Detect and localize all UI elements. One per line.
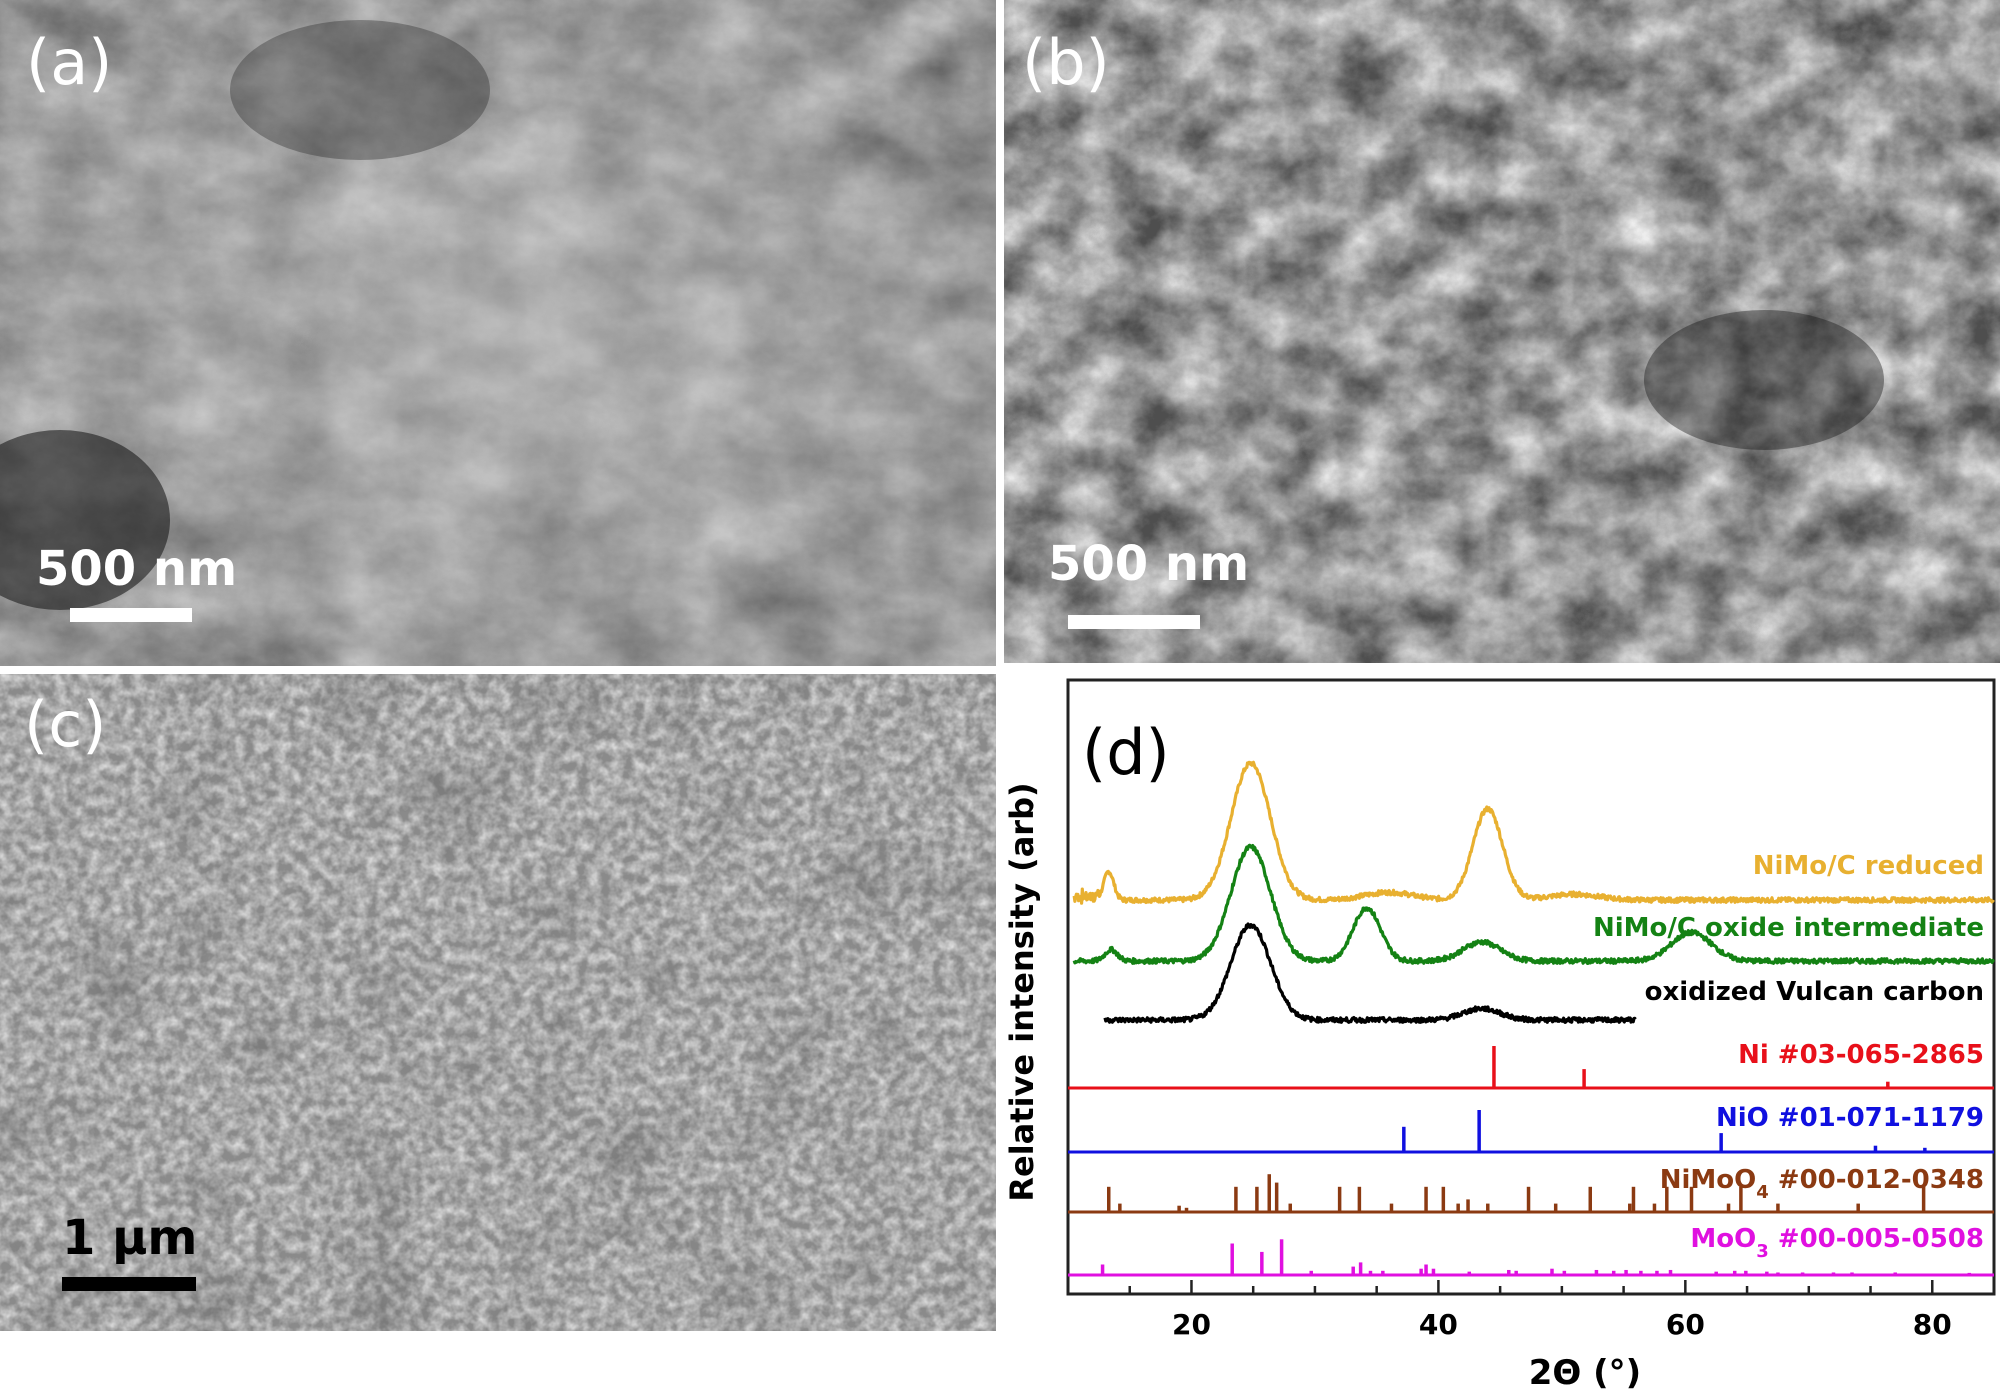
reference-pattern: NiMoO4 #00-012-0348 — [1068, 1165, 1994, 1214]
series-line — [1072, 760, 1995, 905]
reference-label: NiO #01-071-1179 — [1716, 1103, 1984, 1133]
x-axis-label: 2Θ (°) — [1529, 1353, 1641, 1392]
sem-panel-a: (a) 500 nm — [0, 0, 996, 666]
series-group: NiMo/C reduced — [1072, 760, 1995, 905]
scale-label-a: 500 nm — [36, 541, 238, 597]
panel-label-c: (c) — [24, 688, 107, 761]
series-group: NiMo/C oxide intermediate — [1072, 843, 1995, 965]
series-line — [1072, 843, 1995, 965]
x-tick-label: 80 — [1913, 1308, 1952, 1341]
sem-image-b — [1004, 0, 2000, 663]
scale-label-c: 1 μm — [62, 1210, 198, 1266]
series-label: NiMo/C oxide intermediate — [1593, 913, 1984, 943]
reference-pattern: Ni #03-065-2865 — [1068, 1040, 1994, 1090]
scale-label-b: 500 nm — [1048, 536, 1250, 592]
panel-label-b: (b) — [1022, 26, 1110, 99]
x-tick-label: 60 — [1666, 1308, 1705, 1341]
sem-image-a — [0, 0, 996, 666]
reference-label: Ni #03-065-2865 — [1738, 1040, 1984, 1070]
series-group: oxidized Vulcan carbon — [1103, 922, 1984, 1024]
scale-bar-a — [70, 608, 192, 622]
reference-label: MoO3 #00-005-0508 — [1690, 1224, 1984, 1262]
sem-panel-b: (b) 500 nm — [1004, 0, 2000, 663]
scale-bar-b — [1068, 615, 1200, 629]
series-line — [1103, 922, 1637, 1024]
sem-image-c — [0, 674, 996, 1331]
series-label: NiMo/C reduced — [1753, 851, 1984, 881]
xrd-panel-d: 20 40 60 80 Ni #03-065-2865 NiO #01-071-1179… — [1000, 674, 2000, 1392]
series-label: oxidized Vulcan carbon — [1645, 977, 1984, 1007]
panel-label-a: (a) — [26, 26, 113, 99]
plot-frame — [1066, 678, 1996, 1296]
panel-label-d: (d) — [1082, 716, 1170, 789]
reference-pattern: NiO #01-071-1179 — [1068, 1103, 1994, 1154]
xrd-chart: 20 40 60 80 Ni #03-065-2865 NiO #01-071-1179… — [1003, 678, 1996, 1392]
x-tick-label: 20 — [1172, 1308, 1211, 1341]
scale-bar-c — [62, 1277, 196, 1291]
y-axis-label: Relative intensity (arb) — [1003, 782, 1041, 1201]
reference-label: NiMoO4 #00-012-0348 — [1660, 1165, 1984, 1203]
reference-pattern: MoO3 #00-005-0508 — [1068, 1224, 1994, 1277]
sem-panel-c: (c) 1 μm — [0, 674, 996, 1331]
x-tick-label: 40 — [1419, 1308, 1458, 1341]
